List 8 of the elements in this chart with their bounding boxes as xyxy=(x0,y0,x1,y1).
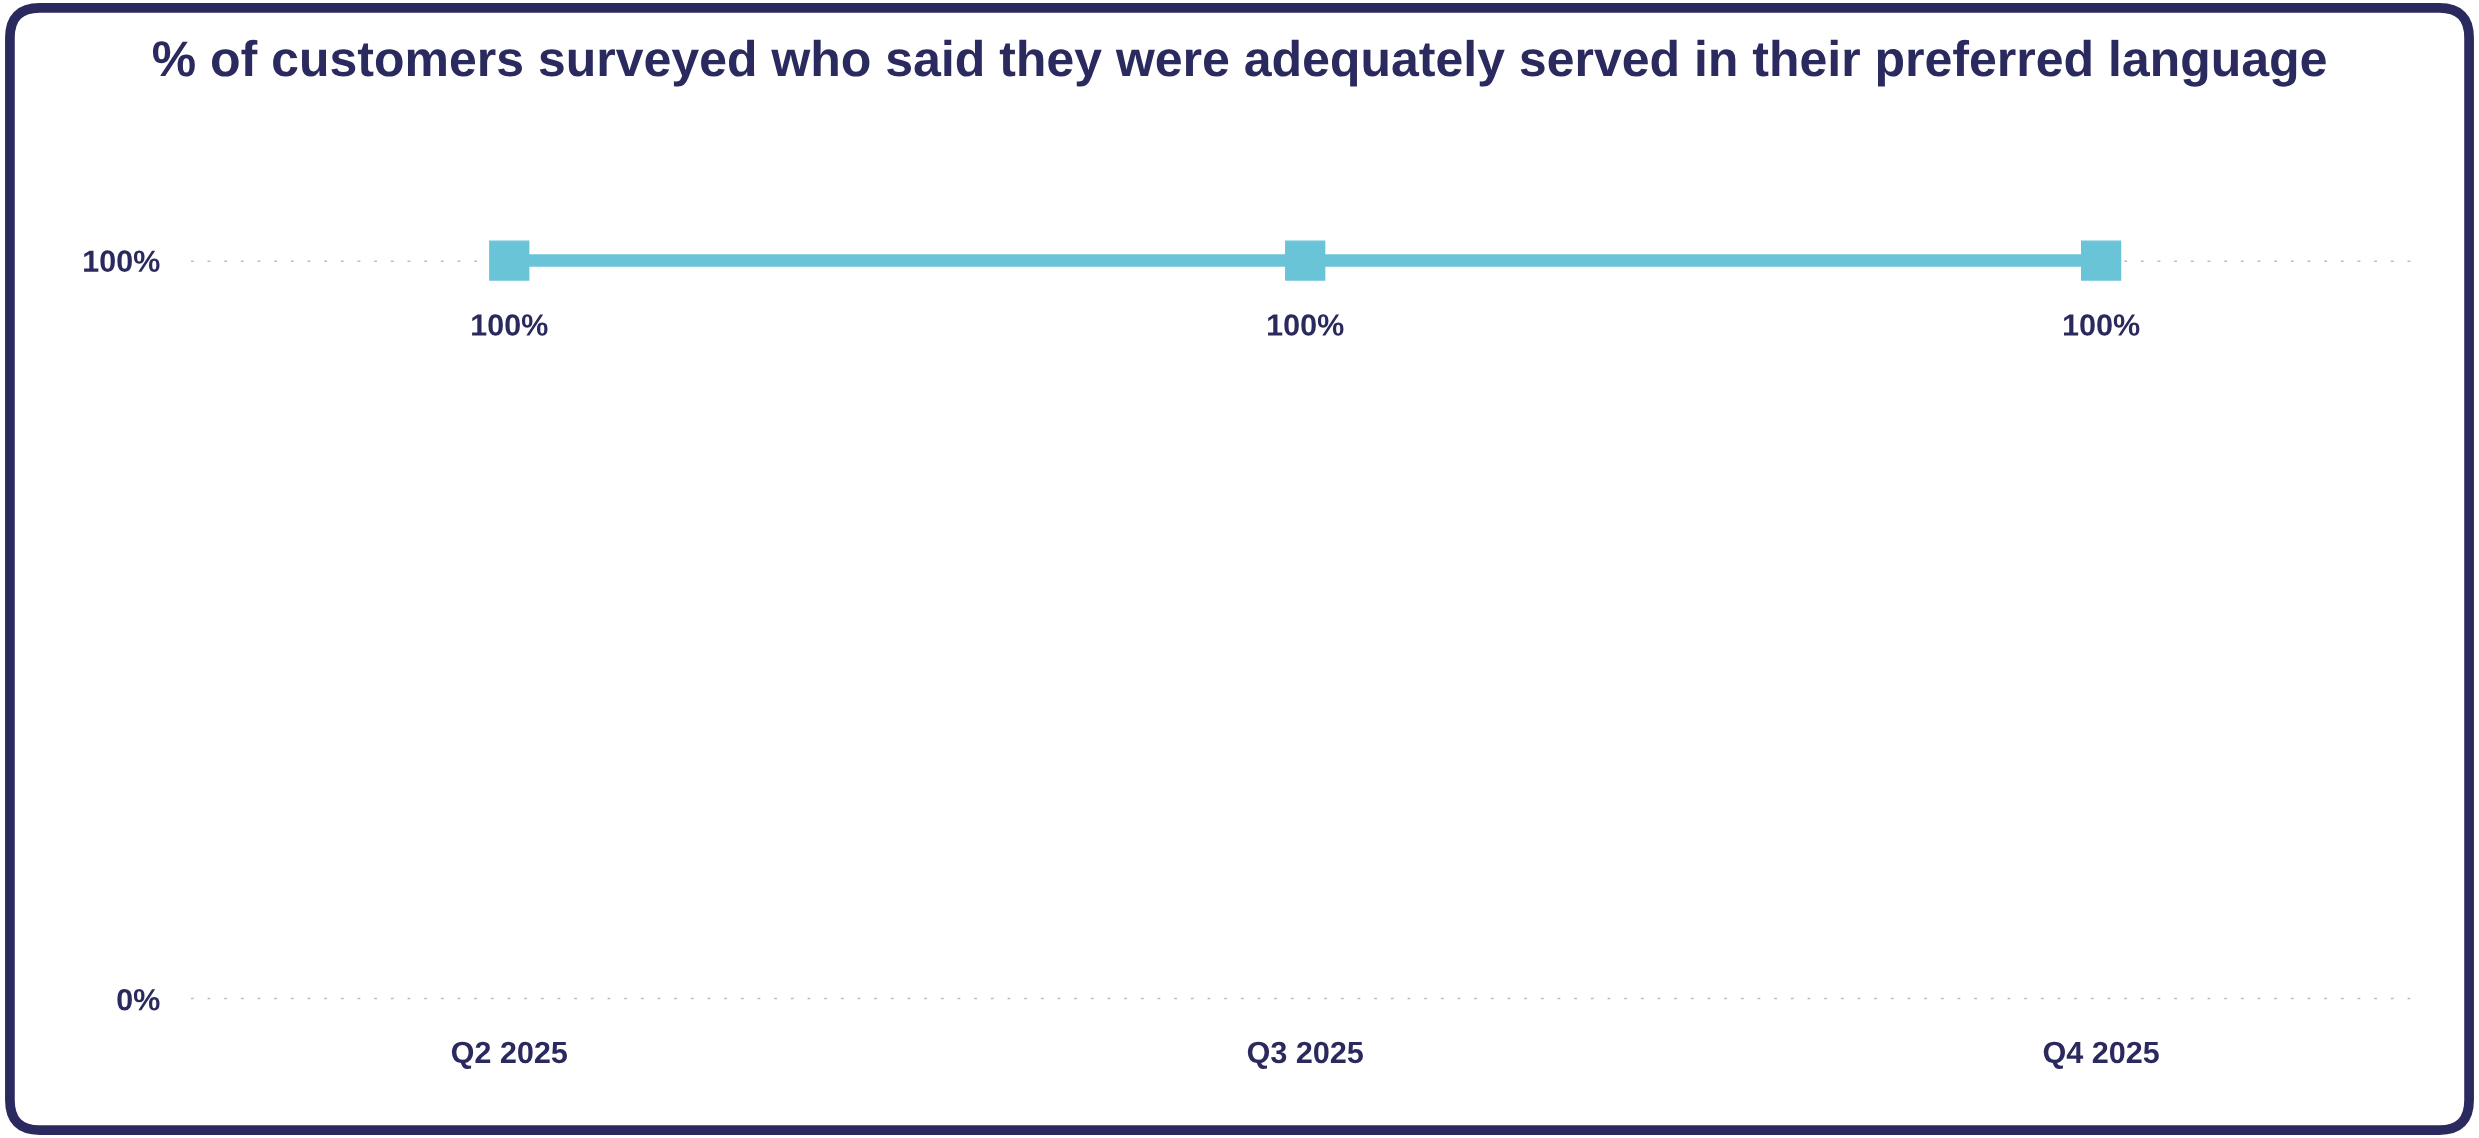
y-tick-label: 0% xyxy=(117,988,160,1011)
chart-title: % of customers surveyed who said they were adequately served in their preferred language xyxy=(152,39,2326,87)
data-label: 100% xyxy=(2063,314,2140,336)
data-label: 100% xyxy=(472,314,548,336)
data-label: 100% xyxy=(1268,314,1344,336)
x-tick-label: Q2 2025 xyxy=(451,1041,568,1069)
x-tick-label: Q4 2025 xyxy=(2043,1041,2159,1069)
x-tick-label: Q3 2025 xyxy=(1247,1041,1363,1069)
